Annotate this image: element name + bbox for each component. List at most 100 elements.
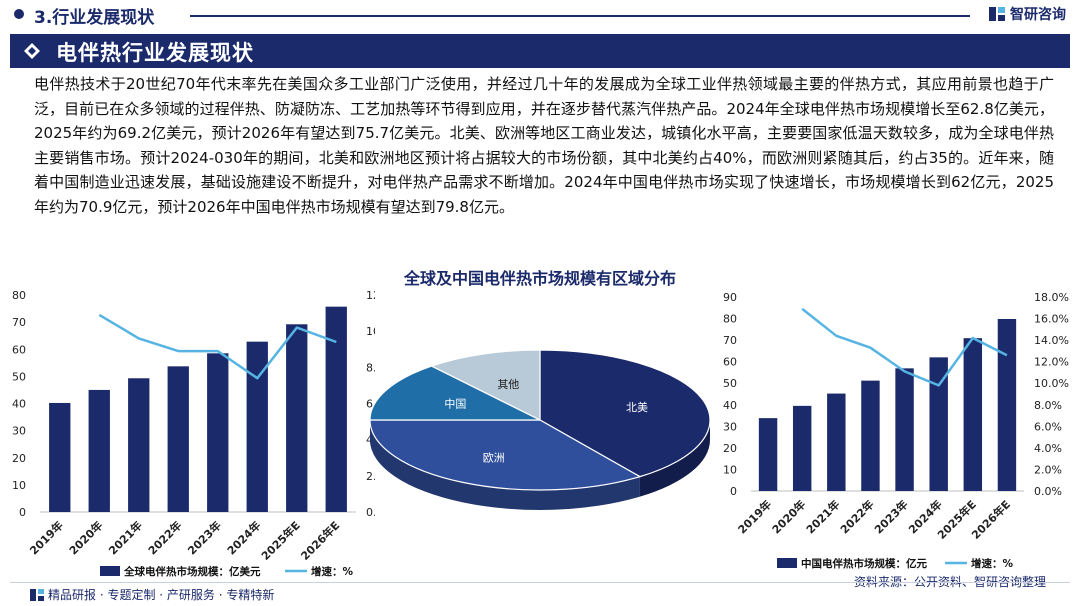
global-x-tick-label: 2022年 (145, 518, 184, 557)
global-y-tick-label: 80 (12, 289, 26, 302)
china-y2-tick-label: 18.0% (1034, 291, 1069, 304)
china-y-tick-label: 50 (723, 377, 737, 390)
china-bar (997, 318, 1017, 491)
china-y-tick-label: 60 (723, 356, 737, 369)
pie-slice (430, 349, 541, 421)
global-x-tick-label: 2026年E (298, 518, 343, 563)
pie-slice-side (370, 420, 640, 510)
china-y2-tick-label: 4.0% (1034, 442, 1062, 455)
global-y2-tick-label: 12.0% (366, 289, 375, 302)
global-growth-line (98, 313, 337, 380)
china-x-tick-label: 2020年 (769, 497, 808, 536)
global-legend-bar-label: 全球电伴热市场规模：亿美元 (123, 565, 261, 578)
global-x-tick-label: 2020年 (66, 518, 105, 557)
china-x-tick-label: 2023年 (871, 497, 910, 536)
china-bar (758, 418, 778, 491)
global-bar (246, 341, 268, 512)
global-y2-tick-label: 10.0% (366, 325, 375, 338)
pie-slice-label: 中国 (444, 398, 466, 411)
china-y-tick-label: 10 (723, 463, 737, 476)
china-y2-tick-label: 8.0% (1034, 399, 1062, 412)
header-rule (190, 15, 970, 17)
top-bar: 3.行业发展现状 智研咨询 (0, 0, 1080, 30)
global-x-tick-label: 2023年 (185, 518, 224, 557)
footer: 精品研报 · 专题定制 · 产研服务 · 专精特新 (0, 580, 1080, 606)
global-market-chart: 010203040506070800.0%2.0%4.0%6.0%8.0%10.… (12, 289, 375, 578)
pie-slice-label: 北美 (626, 401, 648, 414)
china-y-tick-label: 70 (723, 334, 737, 347)
brand-logo-icon (989, 7, 1005, 21)
global-bar (286, 324, 308, 512)
china-bar (963, 338, 983, 491)
pie-slice-side (639, 420, 710, 497)
china-bar (929, 357, 948, 491)
china-y2-tick-label: 16.0% (1034, 313, 1069, 326)
china-market-chart: 0 10 20 30 40 50 60 70 80 90 0.0% 2.0% 4.0% 6.0% 8.0% 1… (723, 291, 1069, 570)
china-y-tick-label: 90 (723, 291, 737, 304)
china-legend-bar-swatch (777, 558, 797, 568)
china-y2-tick-label: 2.0% (1034, 463, 1062, 476)
china-bar (792, 405, 812, 491)
china-legend-bar-label: 中国电伴热市场规模：亿元 (801, 557, 927, 570)
pie-slice-label: 其他 (497, 378, 519, 391)
global-bar (88, 389, 110, 512)
pie-slice (369, 365, 541, 421)
global-bar (207, 353, 229, 512)
brand-name: 智研咨询 (1010, 7, 1066, 23)
china-y2-tick-label: 10.0% (1034, 377, 1069, 390)
pie-slice (539, 349, 711, 478)
global-y2-tick-label: 8.0% (366, 361, 375, 374)
china-x-tick-label: 2019年 (735, 497, 774, 536)
china-y2-tick-label: 6.0% (1034, 420, 1062, 433)
page-title: 电伴热行业发展现状 (56, 41, 254, 65)
global-bar (128, 378, 150, 512)
global-y-tick-label: 50 (12, 370, 26, 383)
china-legend-line-label: 增速：% (971, 557, 1013, 570)
footer-tagline: 精品研报 · 专题定制 · 产研服务 · 专精特新 (48, 588, 275, 602)
china-bar (861, 380, 880, 491)
global-y-tick-label: 10 (12, 479, 26, 492)
china-x-tick-label: 2021年 (803, 497, 842, 536)
global-bar (49, 402, 71, 512)
global-x-tick-label: 2025年E (258, 518, 303, 563)
global-bar (325, 306, 347, 512)
china-y2-tick-label: 14.0% (1034, 334, 1069, 347)
footer-logo-icon (30, 589, 44, 601)
global-y-tick-label: 40 (12, 398, 26, 411)
global-legend-line-label: 增速：% (311, 565, 353, 578)
china-growth-line (801, 307, 1008, 387)
global-y2-tick-label: 2.0% (366, 470, 375, 483)
footer-rule (10, 582, 1070, 583)
pie-slice (369, 419, 642, 491)
china-y-tick-label: 0 (730, 485, 737, 498)
bullet-icon (14, 9, 24, 19)
body-paragraph: 电伴热技术于20世纪70年代末率先在美国众多工业部门广泛使用，并经过几十年的发展… (34, 75, 1054, 216)
china-y2-tick-label: 0.0% (1034, 485, 1062, 498)
global-y-tick-label: 60 (12, 343, 26, 356)
global-bar (167, 366, 189, 512)
global-x-tick-label: 2019年 (27, 518, 66, 557)
figure-title: 全球及中国电伴热市场规模有区域分布 (403, 269, 676, 288)
china-y-tick-label: 40 (723, 399, 737, 412)
title-banner: 电伴热行业发展现状 (10, 34, 1070, 68)
china-y-tick-label: 80 (723, 313, 737, 326)
china-x-tick-label: 2022年 (837, 497, 876, 536)
global-y-tick-label: 30 (12, 425, 26, 438)
china-y-tick-label: 20 (723, 442, 737, 455)
chevron-icon (24, 43, 40, 59)
global-y-tick-label: 0 (19, 506, 26, 519)
global-y-tick-label: 20 (12, 452, 26, 465)
brand-logo: 智研咨询 (988, 4, 1066, 24)
global-y2-tick-label: 0.0% (366, 506, 375, 519)
china-y-tick-label: 30 (723, 420, 737, 433)
global-y2-tick-label: 6.0% (366, 398, 375, 411)
global-y-tick-label: 70 (12, 316, 26, 329)
pie-slice-label: 欧洲 (483, 451, 505, 464)
china-y2-tick-label: 12.0% (1034, 356, 1069, 369)
global-legend-bar-swatch (100, 566, 120, 576)
china-bar (895, 368, 914, 491)
china-bar (827, 393, 846, 491)
global-x-tick-label: 2021年 (106, 518, 145, 557)
section-title: 3.行业发展现状 (34, 8, 155, 28)
